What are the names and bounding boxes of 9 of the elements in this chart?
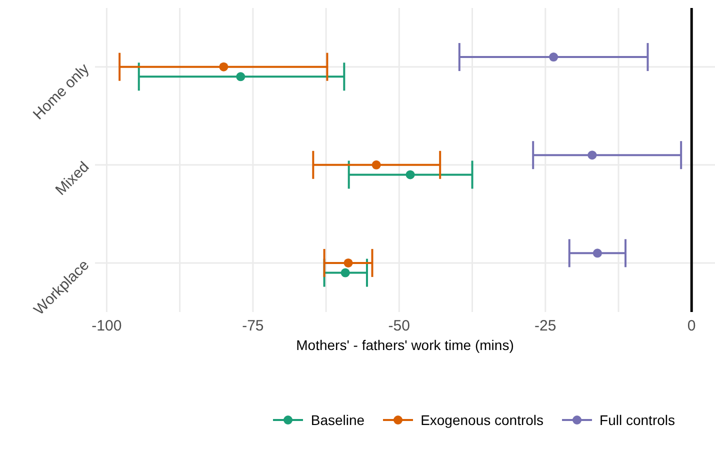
x-tick-label: -25: [534, 318, 556, 335]
x-tick-label: 0: [687, 318, 696, 335]
x-axis-title: Mothers' - fathers' work time (mins): [296, 337, 514, 353]
legend-label: Exogenous controls: [420, 412, 544, 428]
legend-label: Baseline: [310, 412, 365, 428]
x-tick-label: -100: [92, 318, 122, 335]
x-tick-label: -75: [242, 318, 264, 335]
legend-label: Full controls: [600, 412, 675, 428]
x-tick-label: -50: [388, 318, 410, 335]
